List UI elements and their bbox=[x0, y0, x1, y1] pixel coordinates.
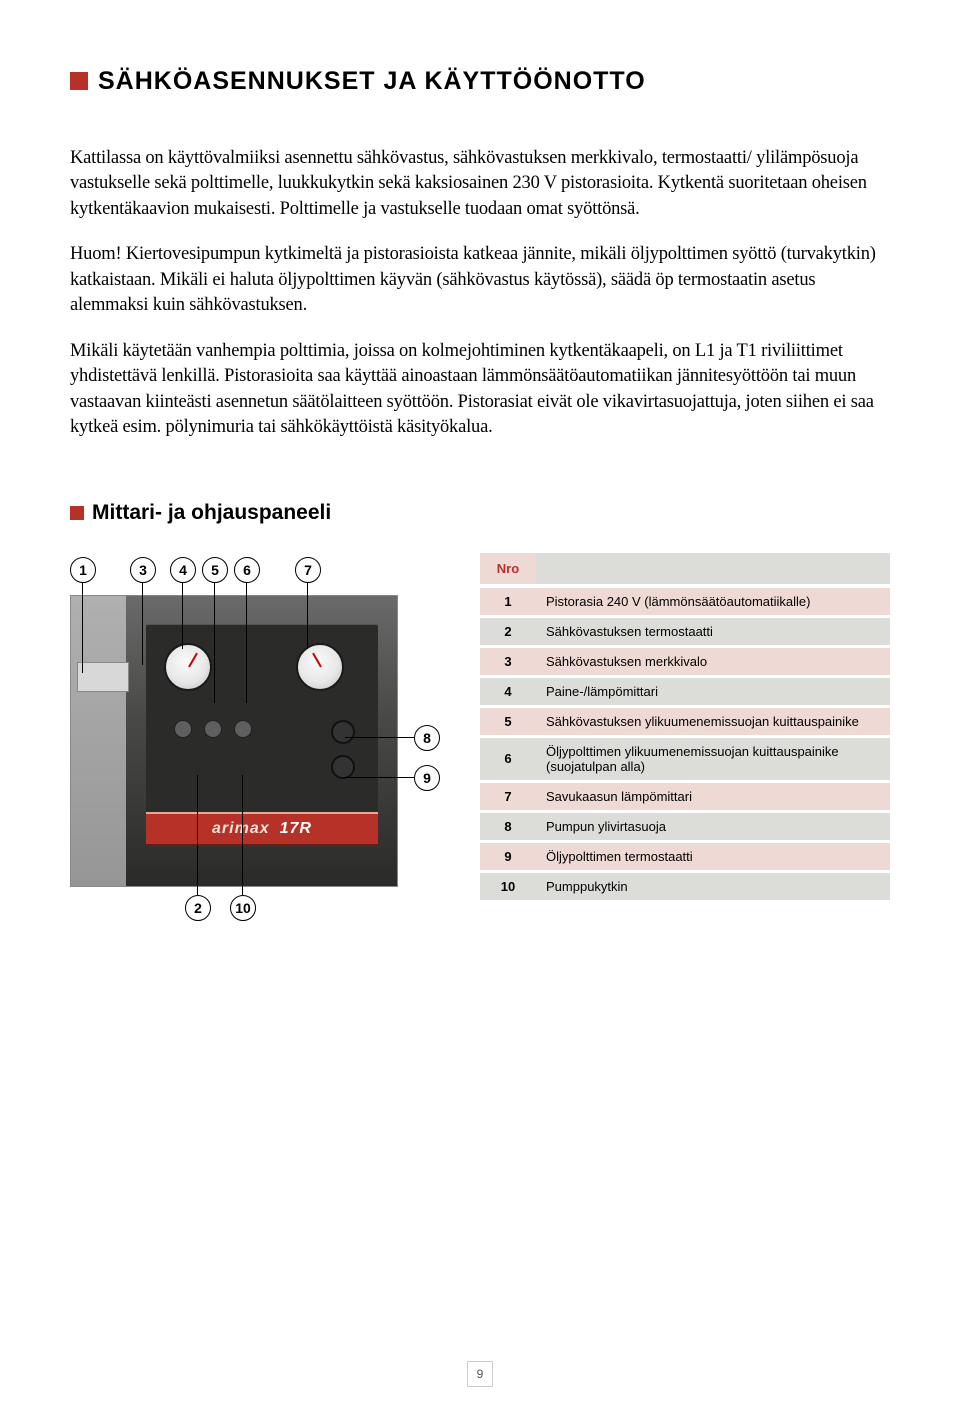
leader-line bbox=[142, 583, 143, 665]
callout-1: 1 bbox=[70, 557, 96, 583]
row-number: 10 bbox=[480, 871, 536, 901]
panel-face bbox=[146, 624, 378, 820]
table-row: 2Sähkövastuksen termostaatti bbox=[480, 616, 890, 646]
row-number: 7 bbox=[480, 781, 536, 811]
wall-switch-icon bbox=[77, 662, 129, 692]
row-number: 3 bbox=[480, 646, 536, 676]
knob-icon bbox=[204, 720, 222, 738]
row-number: 6 bbox=[480, 736, 536, 781]
callout-4: 4 bbox=[170, 557, 196, 583]
row-number: 5 bbox=[480, 706, 536, 736]
subheading-text: Mittari- ja ohjauspaneeli bbox=[92, 501, 331, 525]
knob-icon bbox=[331, 720, 355, 744]
row-number: 8 bbox=[480, 811, 536, 841]
subheading: Mittari- ja ohjauspaneeli bbox=[70, 501, 890, 525]
page-number: 9 bbox=[467, 1361, 493, 1387]
row-label: Öljypolttimen termostaatti bbox=[536, 841, 890, 871]
table-row: 10Pumppukytkin bbox=[480, 871, 890, 901]
panel-photo: arimax 17R bbox=[70, 595, 398, 887]
row-label: Sähkövastuksen ylikuumenemissuojan kuitt… bbox=[536, 706, 890, 736]
leader-line bbox=[182, 583, 183, 649]
main-heading: SÄHKÖASENNUKSET JA KÄYTTÖÖNOTTO bbox=[70, 67, 890, 96]
leader-line bbox=[307, 583, 308, 649]
table-row: 8Pumpun ylivirtasuoja bbox=[480, 811, 890, 841]
paragraph-1: Kattilassa on käyttövalmiiksi asennettu … bbox=[70, 146, 890, 223]
row-label: Sähkövastuksen merkkivalo bbox=[536, 646, 890, 676]
leader-line bbox=[345, 777, 415, 778]
leader-line bbox=[242, 775, 243, 895]
leader-line bbox=[214, 583, 215, 703]
row-number: 9 bbox=[480, 841, 536, 871]
leader-line bbox=[345, 737, 415, 738]
table-row: 1Pistorasia 240 V (lämmönsäätöautomatiik… bbox=[480, 586, 890, 617]
table-row: 9Öljypolttimen termostaatti bbox=[480, 841, 890, 871]
brand-model: 17R bbox=[280, 820, 312, 838]
row-label: Pistorasia 240 V (lämmönsäätöautomatiika… bbox=[536, 586, 890, 617]
leader-line bbox=[82, 583, 83, 673]
row-label: Paine-/lämpömittari bbox=[536, 676, 890, 706]
table-row: 5Sähkövastuksen ylikuumenemissuojan kuit… bbox=[480, 706, 890, 736]
brand-name: arimax bbox=[212, 820, 270, 838]
row-label: Pumppukytkin bbox=[536, 871, 890, 901]
row-number: 4 bbox=[480, 676, 536, 706]
leader-line bbox=[246, 583, 247, 703]
row-label: Savukaasun lämpömittari bbox=[536, 781, 890, 811]
paragraph-2: Huom! Kiertovesipumpun kytkimeltä ja pis… bbox=[70, 242, 890, 319]
callout-10: 10 bbox=[230, 895, 256, 921]
callout-8: 8 bbox=[414, 725, 440, 751]
red-bullet-icon bbox=[70, 506, 84, 520]
row-number: 2 bbox=[480, 616, 536, 646]
header-nro: Nro bbox=[480, 553, 536, 586]
table-row: 6Öljypolttimen ylikuumenemissuojan kuitt… bbox=[480, 736, 890, 781]
leader-line bbox=[197, 775, 198, 895]
gauge-icon bbox=[164, 643, 212, 691]
table-row: 3Sähkövastuksen merkkivalo bbox=[480, 646, 890, 676]
gauge-icon bbox=[296, 643, 344, 691]
row-label: Sähkövastuksen termostaatti bbox=[536, 616, 890, 646]
callout-3: 3 bbox=[130, 557, 156, 583]
header-blank bbox=[536, 553, 890, 586]
knob-icon bbox=[234, 720, 252, 738]
knob-icon bbox=[174, 720, 192, 738]
brand-strip: arimax 17R bbox=[146, 812, 378, 846]
paragraph-3: Mikäli käytetään vanhempia polttimia, jo… bbox=[70, 339, 890, 441]
table-row: 7Savukaasun lämpömittari bbox=[480, 781, 890, 811]
knob-icon bbox=[331, 755, 355, 779]
table-row: 4Paine-/lämpömittari bbox=[480, 676, 890, 706]
callout-9: 9 bbox=[414, 765, 440, 791]
callout-2: 2 bbox=[185, 895, 211, 921]
row-number: 1 bbox=[480, 586, 536, 617]
callout-5: 5 bbox=[202, 557, 228, 583]
table-header: Nro bbox=[480, 553, 890, 586]
row-label: Öljypolttimen ylikuumenemissuojan kuitta… bbox=[536, 736, 890, 781]
row-label: Pumpun ylivirtasuoja bbox=[536, 811, 890, 841]
callout-7: 7 bbox=[295, 557, 321, 583]
red-bullet-icon bbox=[70, 72, 88, 90]
page: SÄHKÖASENNUKSET JA KÄYTTÖÖNOTTO Kattilas… bbox=[0, 0, 960, 1419]
heading-text: SÄHKÖASENNUKSET JA KÄYTTÖÖNOTTO bbox=[98, 67, 646, 96]
panel-section: 1 3 4 5 6 7 8 9 2 10 bbox=[70, 553, 890, 903]
callout-6: 6 bbox=[234, 557, 260, 583]
legend-table: Nro 1Pistorasia 240 V (lämmönsäätöautoma… bbox=[480, 553, 890, 903]
panel-left-strip bbox=[71, 596, 126, 886]
panel-image-wrap: 1 3 4 5 6 7 8 9 2 10 bbox=[70, 595, 440, 887]
